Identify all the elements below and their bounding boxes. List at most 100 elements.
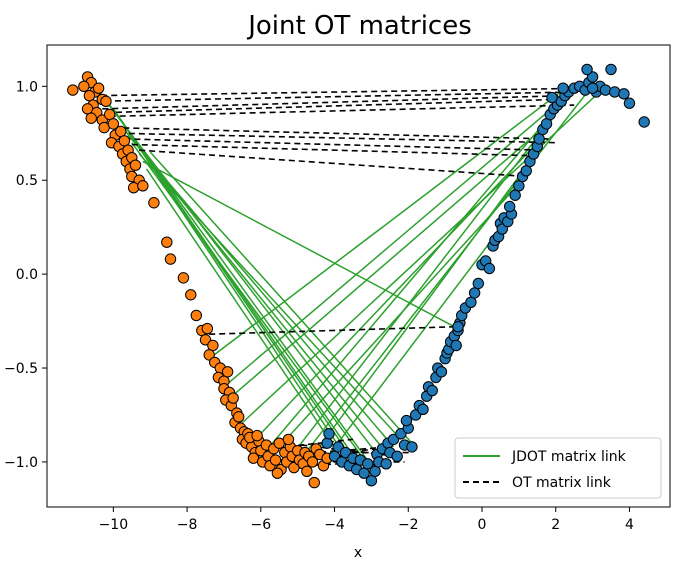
target-point-81 <box>586 71 599 83</box>
source-point-36 <box>185 289 197 301</box>
source-point-14 <box>103 108 116 121</box>
source-point-40 <box>201 322 214 335</box>
y-tick-label-1: −0.5 <box>4 361 38 377</box>
source-point-34 <box>164 253 177 265</box>
target-point-12 <box>365 475 378 487</box>
target-point-91 <box>638 116 650 128</box>
source-point-37 <box>190 309 202 322</box>
x-tick-label-5: 0 <box>478 517 487 533</box>
source-point-93 <box>251 429 263 442</box>
source-point-56 <box>232 411 245 423</box>
target-point-32 <box>426 384 438 397</box>
x-tick-label-2: −6 <box>250 517 271 533</box>
source-point-35 <box>177 272 190 284</box>
target-point-61 <box>509 189 521 201</box>
jdot-link-9 <box>142 160 455 328</box>
ot-link-6 <box>118 132 556 144</box>
jdot-link-13 <box>223 85 579 388</box>
ot-link-8 <box>131 143 538 157</box>
source-point-33 <box>161 236 173 248</box>
source-point-90 <box>308 476 320 489</box>
target-point-26 <box>400 414 413 427</box>
source-point-32 <box>148 197 160 209</box>
jdot-link-8 <box>138 153 402 440</box>
jdot-link-14 <box>227 119 553 401</box>
target-point-21 <box>391 450 403 462</box>
target-point-88 <box>609 86 621 98</box>
target-point-60 <box>503 200 516 213</box>
source-point-41 <box>207 339 219 352</box>
source-point-31 <box>137 180 149 192</box>
jdot-link-22 <box>322 213 513 463</box>
target-point-89 <box>618 88 630 100</box>
legend-box <box>454 437 662 499</box>
ot-link-3 <box>105 98 556 114</box>
target-point-0 <box>321 437 333 449</box>
source-point-12 <box>85 112 97 124</box>
plot-frame <box>46 44 671 508</box>
x-tick-label-4: −2 <box>398 517 419 533</box>
y-tick-label-4: 1.0 <box>16 79 38 95</box>
target-point-68 <box>533 133 545 145</box>
ot-link-1 <box>94 91 578 103</box>
target-point-25 <box>406 441 418 453</box>
target-point-17 <box>380 458 392 470</box>
target-point-87 <box>586 82 599 94</box>
link-lines <box>91 85 605 472</box>
source-point-30 <box>127 182 140 194</box>
ot-link-4 <box>109 104 575 118</box>
jdot-link-16 <box>252 138 542 442</box>
source-point-6 <box>92 82 105 94</box>
legend-jdot-label: JDOT matrix link <box>511 449 627 465</box>
source-point-3 <box>78 80 90 93</box>
x-axis-ticks: −10 −8 −6 −4 −2 0 2 4 <box>99 507 634 533</box>
x-tick-label-0: −10 <box>99 517 129 533</box>
source-point-47 <box>221 366 234 378</box>
source-point-92 <box>301 465 313 478</box>
jdot-link-19 <box>293 127 546 453</box>
ot-link-9 <box>139 149 527 178</box>
x-tick-label-7: 4 <box>625 517 634 533</box>
target-point-51 <box>483 262 496 275</box>
ot-link-12 <box>290 446 390 456</box>
target-point-41 <box>450 339 462 352</box>
x-axis-label: x <box>354 545 362 561</box>
source-point-5 <box>83 90 96 102</box>
source-point-11 <box>100 95 112 108</box>
chart-title: Joint OT matrices <box>246 11 472 41</box>
target-point-48 <box>472 277 485 290</box>
target-point-85 <box>605 63 617 76</box>
target-point-94 <box>452 321 464 333</box>
ot-link-0 <box>91 87 593 97</box>
scatter-points <box>67 63 650 489</box>
jdot-link-11 <box>149 151 413 444</box>
source-point-0 <box>67 84 79 96</box>
y-axis-ticks: −1.0 −0.5 0.0 0.5 1.0 <box>4 79 47 471</box>
target-point-11 <box>362 458 374 470</box>
target-point-1 <box>323 428 335 440</box>
source-point-52 <box>227 392 239 404</box>
x-tick-label-6: 2 <box>551 517 560 533</box>
target-point-64 <box>520 165 532 177</box>
jdot-link-6 <box>127 134 395 448</box>
target-point-13 <box>369 465 381 478</box>
source-point-72 <box>269 454 282 466</box>
source-point-27 <box>129 159 142 171</box>
jdot-link-15 <box>240 87 605 425</box>
legend: JDOT matrix link OT matrix link <box>454 437 662 499</box>
y-tick-label-3: 0.5 <box>16 173 38 189</box>
jdot-link-21 <box>311 160 531 457</box>
source-point-18 <box>115 125 127 138</box>
ot-link-2 <box>102 94 564 110</box>
x-tick-label-3: −4 <box>324 517 345 533</box>
target-point-46 <box>465 296 477 308</box>
target-point-93 <box>546 91 558 104</box>
target-point-90 <box>623 97 636 109</box>
source-point-16 <box>107 118 120 130</box>
source-point-91 <box>271 467 284 479</box>
jdot-link-5 <box>121 127 387 454</box>
target-point-57 <box>496 223 508 235</box>
y-tick-label-2: 0.0 <box>16 267 38 283</box>
source-point-21 <box>118 135 131 147</box>
